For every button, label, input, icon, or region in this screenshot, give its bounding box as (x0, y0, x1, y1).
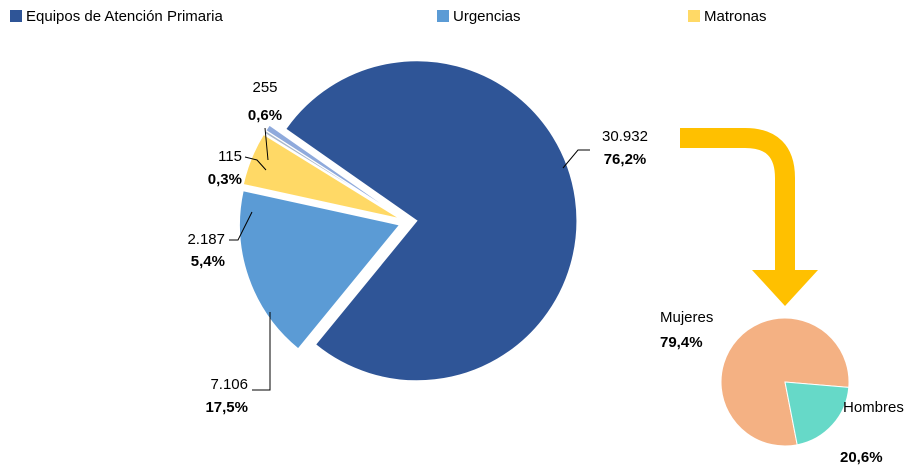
percent-label: 79,4% (660, 334, 703, 351)
leader-line (229, 211, 253, 241)
value-label: 7.106 (210, 376, 248, 393)
percent-label: 20,6% (840, 449, 883, 466)
percent-label: 76,2% (604, 151, 647, 168)
leader-line (244, 156, 267, 171)
legend-label: Urgencias (453, 8, 521, 25)
value-label: 115 (218, 148, 242, 165)
slice-label: Mujeres (660, 309, 713, 326)
leader-line (562, 149, 590, 169)
leader-line (264, 127, 269, 161)
legend-swatch (437, 10, 449, 22)
legend-label: Matronas (704, 8, 767, 25)
legend-swatch (10, 10, 22, 22)
arrow-shaft (680, 128, 795, 272)
pie-slice (239, 190, 401, 350)
pie-slice (265, 124, 401, 218)
arrow-head (752, 270, 818, 306)
pie-slice (784, 381, 850, 446)
value-label: 2.187 (187, 231, 225, 248)
percent-label: 0,6% (248, 107, 282, 124)
arrow (680, 128, 818, 306)
percent-label: 5,4% (191, 253, 225, 270)
percent-label: 0,3% (208, 171, 242, 188)
legend-label: Equipos de Atención Primaria (26, 8, 223, 25)
percent-label: 17,5% (205, 399, 248, 416)
value-label: 255 (252, 79, 277, 96)
legend-swatch (688, 10, 700, 22)
value-label: 30.932 (602, 128, 648, 145)
pie-slice (285, 60, 578, 382)
leader-line (252, 312, 271, 391)
slice-label: Hombres (843, 399, 904, 416)
